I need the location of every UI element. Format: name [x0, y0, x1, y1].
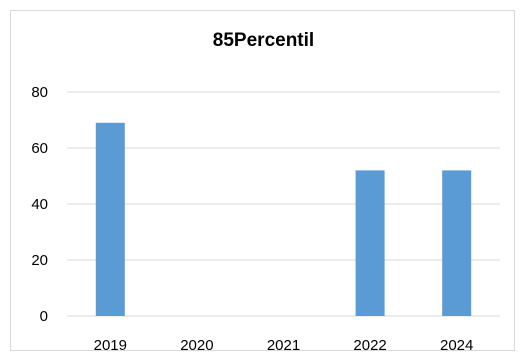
x-tick-label: 2020 [180, 337, 213, 354]
x-tick-label: 2021 [267, 337, 300, 354]
x-tick-label: 2022 [353, 337, 386, 354]
y-tick-label: 60 [31, 140, 48, 157]
y-tick-label: 0 [40, 308, 48, 325]
y-tick-label: 80 [31, 84, 48, 101]
bar-2024 [442, 170, 472, 316]
x-tick-label: 2024 [440, 337, 473, 354]
x-tick-label: 2019 [94, 337, 127, 354]
y-tick-label: 40 [31, 196, 48, 213]
bar-2019 [95, 122, 125, 316]
chart-frame [10, 10, 515, 351]
y-tick-label: 20 [31, 252, 48, 269]
chart-title: 85Percentil [212, 30, 315, 51]
bar-2022 [355, 170, 385, 316]
